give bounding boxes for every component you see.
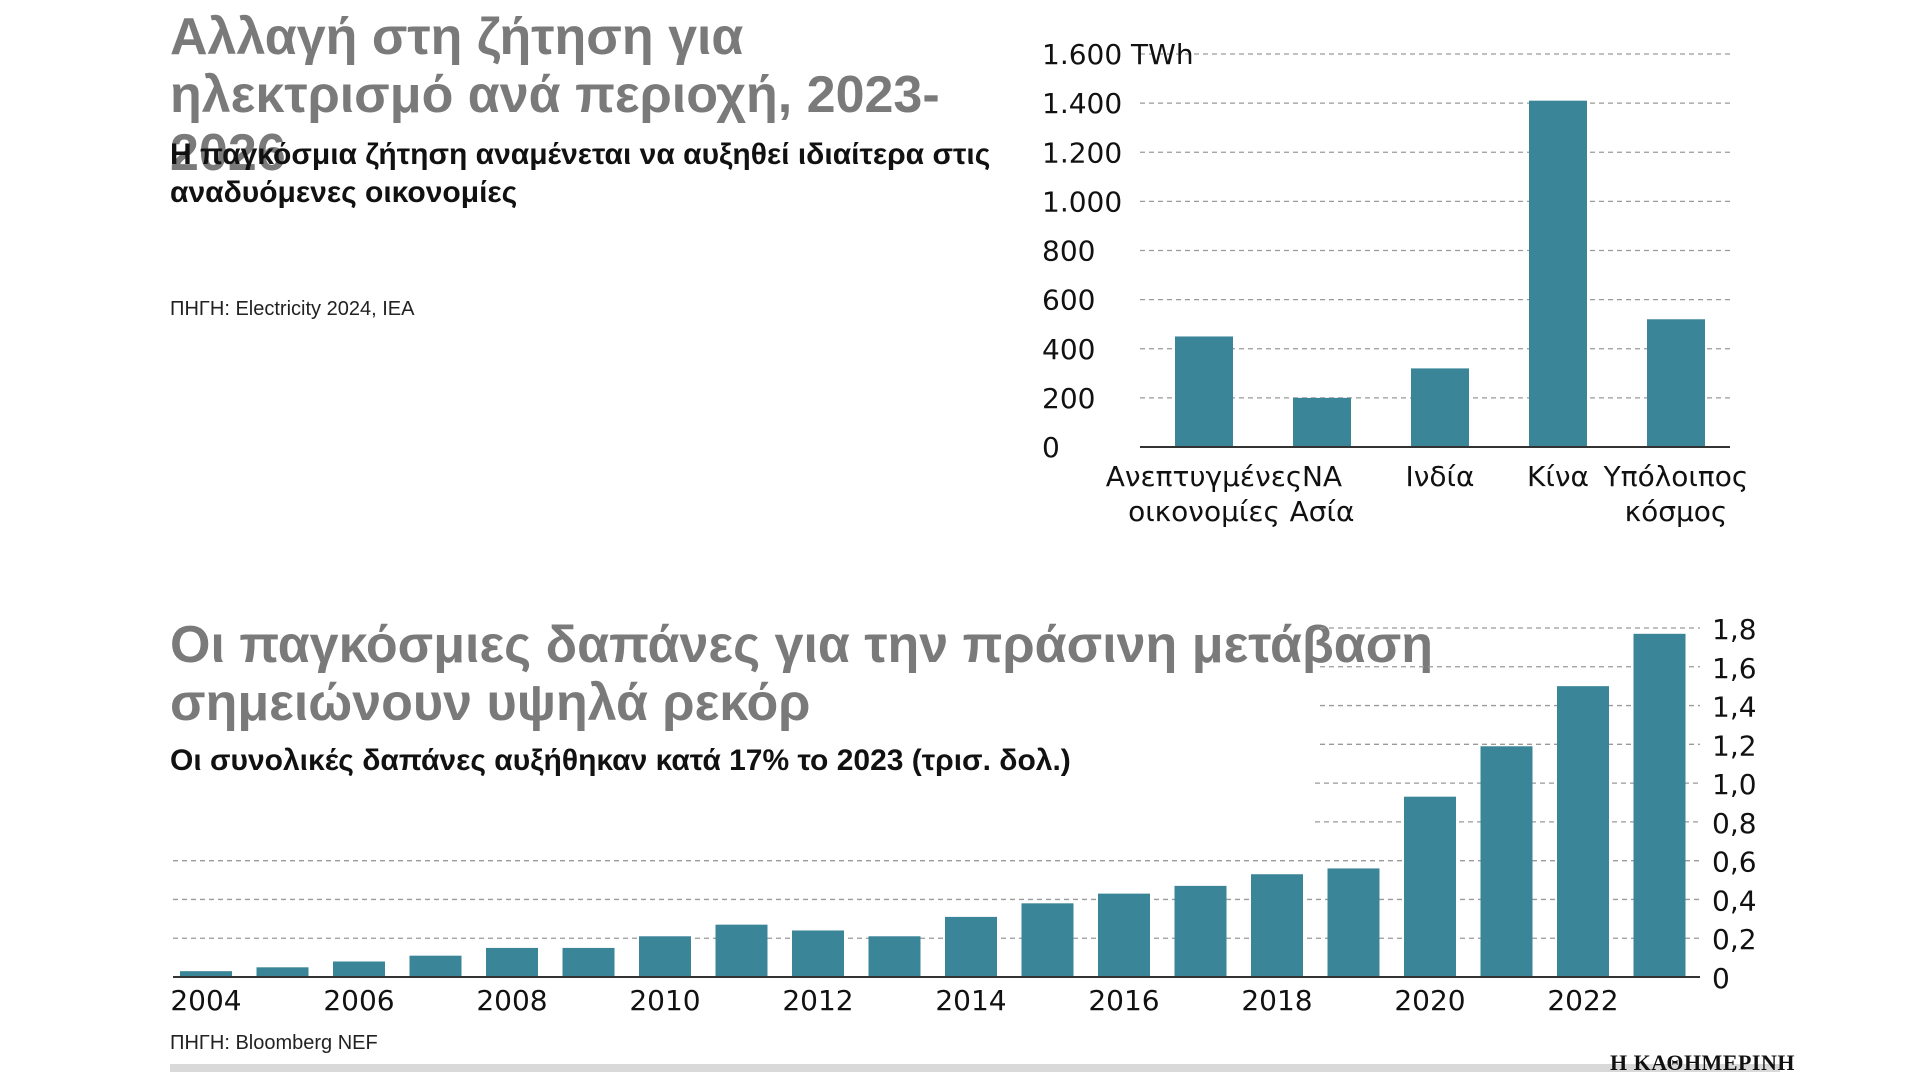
x-tick-label: 2010: [629, 984, 700, 1017]
bar: [1529, 100, 1587, 447]
x-category-label: Κίνα: [1527, 460, 1589, 493]
bar: [1174, 885, 1227, 977]
bar: [1251, 874, 1303, 977]
x-tick-label: 2012: [782, 984, 853, 1017]
y-tick-label: 1.400: [1042, 87, 1122, 120]
demand-chart: 0 200 400 600 800 1.000 1.200 1.400 1.600 TWh Ανε…: [1042, 38, 1748, 528]
bar: [1404, 796, 1456, 977]
y-tick-label: 0,6: [1712, 846, 1757, 879]
chart1-title: Αλλαγή στη ζήτηση για ηλεκτρισμό ανά περ…: [170, 8, 940, 182]
bar: [1327, 868, 1380, 977]
bar: [945, 916, 997, 977]
spending-chart: 0 0,2 0,4 0,6 0,8 1,0 1,2 1,4 1,6 1,8 2004 2006 2008…: [170, 613, 1756, 1017]
y-tick-label: 0: [1712, 962, 1730, 995]
footer-bar: [170, 1064, 1780, 1072]
brand-logo: Η ΚΑΘΗΜΕΡΙΝΗ: [1610, 1050, 1795, 1075]
x-tick-label: 2008: [476, 984, 547, 1017]
bar: [1480, 746, 1533, 977]
bar: [868, 936, 921, 977]
y-tick-label: 1,2: [1712, 729, 1757, 762]
x-category-label: Ανεπτυγμένες οικονομίες: [1106, 460, 1303, 528]
chart2-source: ΠΗΓΗ: Bloomberg NEF: [170, 1032, 378, 1054]
y-tick-label: 1.000: [1042, 185, 1122, 218]
x-tick-label: 2016: [1088, 984, 1159, 1017]
y-tick-label: 600: [1042, 284, 1095, 317]
y-tick-label: 0,2: [1712, 923, 1757, 956]
x-tick-label: 2020: [1394, 984, 1465, 1017]
y-tick-label: 1.200: [1042, 136, 1122, 169]
y-tick-label: 1,8: [1712, 613, 1757, 646]
bar: [1293, 397, 1351, 447]
chart2-title: Οι παγκόσμιες δαπάνες για την πράσινη με…: [170, 616, 1434, 732]
x-tick-label: 2006: [323, 984, 394, 1017]
bar: [1098, 893, 1150, 977]
x-tick-label: 2018: [1241, 984, 1312, 1017]
x-tick-label: 2004: [170, 984, 241, 1017]
y-tick-label: 1,6: [1712, 652, 1757, 685]
bar: [715, 924, 768, 977]
x-category-label: Υπόλοιπος κόσμος: [1603, 460, 1749, 528]
bar: [409, 955, 462, 977]
bar: [562, 947, 615, 977]
bar: [180, 971, 232, 977]
chart1-subtitle: Η παγκόσμια ζήτηση αναμένεται να αυξηθεί…: [170, 138, 991, 209]
bar: [1021, 903, 1074, 977]
chart2-subtitle: Οι συνολικές δαπάνες αυξήθηκαν κατά 17% …: [170, 744, 1071, 777]
x-category-label: Ινδία: [1406, 460, 1475, 493]
x-category-label: ΝΑ Ασία: [1290, 460, 1355, 528]
bar: [1647, 319, 1705, 447]
bar: [639, 936, 691, 977]
x-tick-label: 2014: [935, 984, 1006, 1017]
y-tick-label: 1.600 TWh: [1042, 38, 1194, 71]
y-tick-label: 1,4: [1712, 691, 1757, 724]
y-tick-label: 400: [1042, 333, 1095, 366]
y-tick-label: 200: [1042, 382, 1095, 415]
bar: [333, 961, 385, 977]
bar: [256, 967, 309, 977]
y-tick-label: 0,8: [1712, 807, 1757, 840]
y-tick-label: 0,4: [1712, 884, 1757, 917]
y-tick-label: 0: [1042, 431, 1060, 464]
x-tick-label: 2022: [1547, 984, 1618, 1017]
y-tick-label: 1,0: [1712, 768, 1757, 801]
bar: [1175, 336, 1233, 447]
bar: [1557, 686, 1609, 977]
bar: [486, 947, 538, 977]
chart1-source: ΠΗΓΗ: Electricity 2024, IEA: [170, 298, 415, 320]
bar: [1411, 368, 1469, 447]
bar: [792, 930, 844, 977]
y-tick-label: 800: [1042, 235, 1095, 268]
bar: [1633, 633, 1686, 977]
